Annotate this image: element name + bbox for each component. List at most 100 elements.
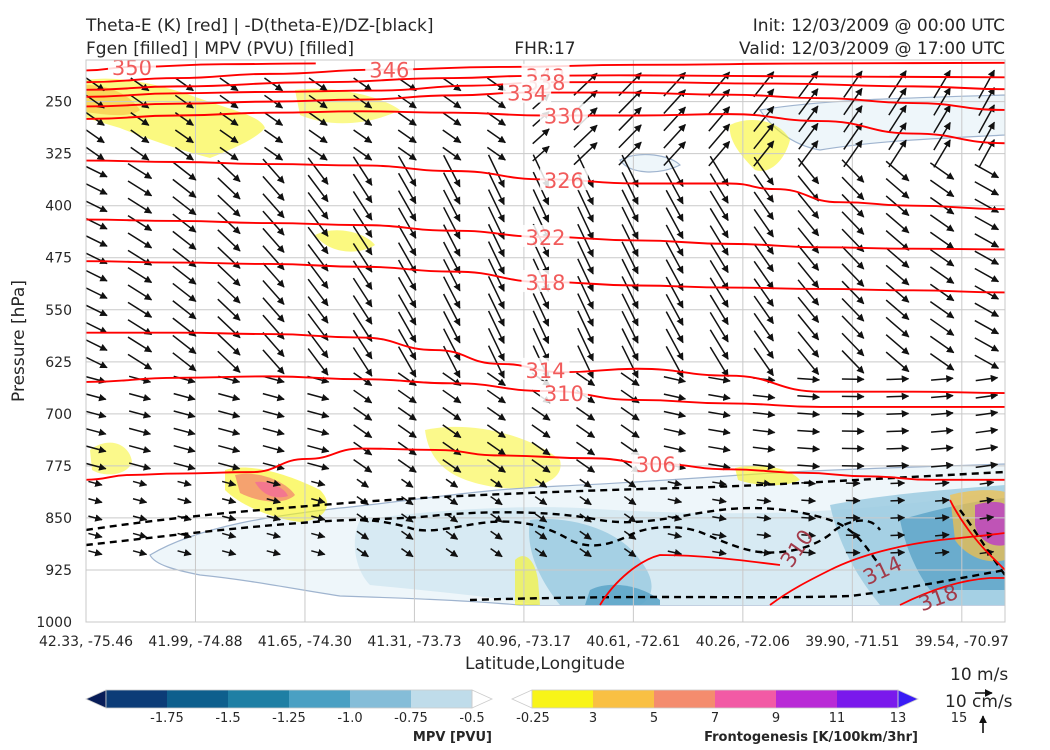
mpv-colorbar-label: MPV [PVU] xyxy=(413,730,492,745)
wind-arrow xyxy=(86,410,107,419)
wind-arrow xyxy=(797,348,820,376)
wind-arrow xyxy=(266,514,281,522)
wind-arrow xyxy=(663,106,686,132)
wind-arrow xyxy=(172,352,197,372)
wind-arrow xyxy=(221,514,237,522)
y-axis-label: Pressure [hPa] xyxy=(9,280,29,402)
wind-arrow xyxy=(753,295,774,325)
wind-arrow xyxy=(888,122,907,151)
wind-arrow xyxy=(487,310,505,344)
mpv-colorbar-tick: -1.25 xyxy=(272,711,306,726)
wind-arrow xyxy=(665,172,684,205)
wind-arrow xyxy=(843,105,863,133)
wind-arrow xyxy=(841,193,865,218)
mpv-colorbar-tick: -0.5 xyxy=(459,711,484,726)
wind-arrow xyxy=(974,354,1000,370)
wind-arrow xyxy=(132,497,148,505)
wind-arrow xyxy=(487,223,505,258)
theta-e-line-346 xyxy=(86,61,1005,84)
wind-arrow xyxy=(752,445,776,453)
wind-arrow xyxy=(929,353,955,371)
fgen-colorbar-outline xyxy=(531,689,899,709)
mpv-colorbar-tick: -0.25 xyxy=(516,711,550,726)
wind-arrow xyxy=(266,497,281,505)
wind-arrow xyxy=(397,259,417,291)
wind-arrow xyxy=(172,265,197,285)
wind-arrow xyxy=(352,347,373,377)
wind-arrow xyxy=(266,549,281,557)
wind-arrow xyxy=(843,122,863,150)
wind-arrow xyxy=(262,314,285,340)
wind-arrow xyxy=(262,227,285,253)
wind-arrow xyxy=(797,157,820,185)
wind-arrow xyxy=(218,427,241,436)
wind-arrow xyxy=(352,295,373,325)
wind-arrow xyxy=(487,258,505,292)
wind-arrow xyxy=(127,336,153,353)
theta-e-low-contour-d xyxy=(949,499,1005,571)
wind-arrow xyxy=(621,276,639,310)
wind-arrow xyxy=(401,513,414,523)
wind-arrow xyxy=(356,478,369,488)
wind-arrow xyxy=(127,284,153,301)
wind-arrow xyxy=(974,337,1000,352)
theta-e-contours: 350346342338334330326322318314310306 xyxy=(86,60,1005,481)
wind-arrow xyxy=(490,495,503,506)
wind-arrow xyxy=(843,87,863,116)
mpv-region-core-a xyxy=(529,519,652,605)
wind-arrow xyxy=(576,406,596,421)
wind-arrow xyxy=(445,478,459,488)
wind-arrow xyxy=(487,189,505,223)
wind-arrow xyxy=(935,479,950,487)
y-tick-label: 475 xyxy=(45,251,72,267)
wind-arrow xyxy=(174,94,194,109)
wind-arrow xyxy=(173,392,196,402)
wind-arrow xyxy=(86,304,108,317)
wind-arrow xyxy=(127,215,153,232)
wind-arrow xyxy=(709,155,729,187)
title-left-line1: Theta-E (K) [red] | -D(theta-E)/DZ-[blac… xyxy=(85,16,434,36)
wind-arrow xyxy=(621,345,639,379)
fgen-colorbar-tick: 9 xyxy=(772,711,780,726)
mpv-colorbar-segment xyxy=(289,690,351,708)
wind-arrow xyxy=(752,410,776,419)
wind-arrow xyxy=(797,279,820,306)
wind-arrow xyxy=(753,156,774,186)
wind-arrow xyxy=(885,334,910,355)
wind-arrow xyxy=(797,227,820,254)
wind-arrow xyxy=(442,276,461,309)
wind-arrow xyxy=(667,549,683,557)
wind-arrow xyxy=(577,223,594,258)
wind-arrow xyxy=(797,296,820,323)
wind-arrow xyxy=(665,189,684,222)
wind-arrow xyxy=(262,279,285,305)
wind-arrow xyxy=(620,372,640,387)
wind-arrow xyxy=(623,547,637,558)
wind-arrow xyxy=(308,146,328,161)
wind-arrow xyxy=(975,426,999,435)
wind-arrow xyxy=(841,263,865,287)
wind-arrow xyxy=(577,258,594,293)
wind-arrow xyxy=(577,310,594,345)
wind-arrow xyxy=(174,77,194,92)
wind-arrow xyxy=(172,230,197,250)
theta-e-line-306 xyxy=(86,447,1005,481)
wind-arrow xyxy=(442,424,462,439)
wind-arrow xyxy=(172,196,197,216)
wind-arrow xyxy=(86,182,108,195)
wind-arrow xyxy=(708,462,731,471)
wind-arrow xyxy=(353,129,373,144)
wind-arrow xyxy=(308,94,328,109)
wind-arrow xyxy=(929,335,955,354)
wind-arrow xyxy=(486,389,506,404)
wind-arrow xyxy=(797,331,820,358)
wind-arrow xyxy=(665,328,684,361)
wind-arrow xyxy=(445,495,459,506)
wind-arrow xyxy=(353,406,373,421)
wind-arrow xyxy=(975,409,999,417)
wind-arrow xyxy=(843,139,863,168)
wind-arrow xyxy=(352,156,373,186)
wind-arrow xyxy=(712,496,727,505)
wind-arrow xyxy=(709,190,729,222)
wind-arrow xyxy=(307,261,329,289)
